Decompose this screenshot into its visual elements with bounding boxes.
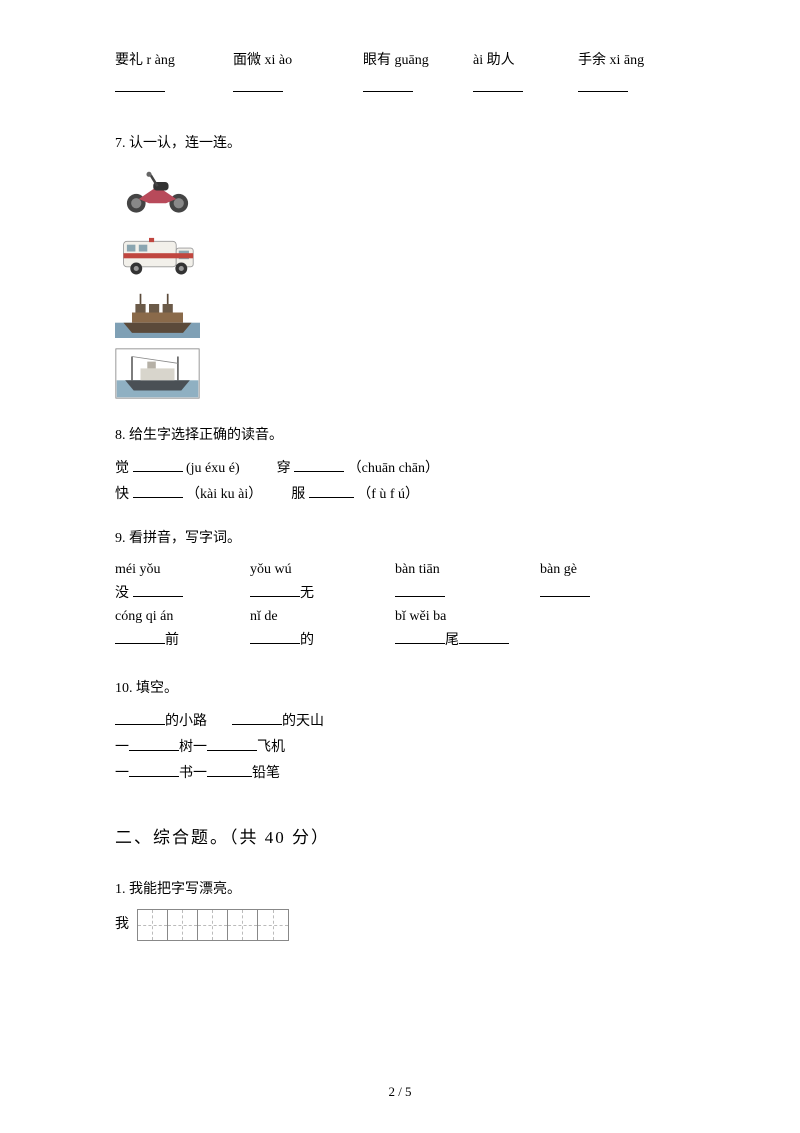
section2-q1: 1. 我能把字写漂亮。 我 [115,879,685,941]
q9-row2: 没 无 [115,581,685,605]
blank-line [133,482,183,498]
blank-line [250,581,300,597]
q10-text: 的小路 [165,714,207,729]
grid-cell [258,910,288,940]
q9-char: 没 [115,586,129,601]
q8-char: 快 [115,487,129,502]
blank-line [473,76,523,92]
section-2-title: 二、综合题。（共 40 分） [115,824,685,851]
blank-line [309,482,354,498]
q10-text: 书一 [179,766,207,781]
blank-line [233,76,283,92]
blank-line [395,581,445,597]
q9-char: 无 [300,586,314,601]
question-8: 8. 给生字选择正确的读音。 觉 (ju éxu é) 穿 （chuān chā… [115,425,685,506]
top-item-3: 眼有 guāng [363,50,473,72]
q10-text: 铅笔 [252,766,280,781]
top-item-1: 要礼 r àng [115,50,233,72]
q10-text: 一 [115,740,129,755]
s2-q1-prefix: 我 [115,918,129,933]
blank-line [294,456,344,472]
top-item-2: 面微 xi ào [233,50,363,72]
blank-line [129,735,179,751]
blank-line [133,456,183,472]
grid-cell [138,910,168,940]
q7-title: 7. 认一认，连一连。 [115,133,685,155]
grid-cell [228,910,258,940]
q10-line1: 的小路 的天山 [115,709,685,733]
blank-line [133,581,183,597]
motorcycle-icon [115,163,200,218]
question-10: 10. 填空。 的小路 的天山 一树一飞机 一书一铅笔 [115,678,685,786]
q9-char: 尾 [445,633,459,648]
q8-title: 8. 给生字选择正确的读音。 [115,425,685,447]
q9-pinyin: bàn gè [540,559,640,581]
q9-pinyin: yǒu wú [250,559,395,581]
q8-opts: （kài ku ài） [186,487,262,502]
q8-char: 穿 [277,461,291,476]
blank-line [459,628,509,644]
top-pinyin-row: 要礼 r àng 面微 xi ào 眼有 guāng ài 助人 手余 xi ā… [115,50,685,101]
q9-pinyin: bàn tiān [395,559,540,581]
q10-text: 的天山 [282,714,324,729]
blank-line [207,735,257,751]
s2-q1-title: 1. 我能把字写漂亮。 [115,879,685,901]
q9-pinyin [540,606,640,628]
grid-cell [168,910,198,940]
blank-line [207,761,252,777]
question-7: 7. 认一认，连一连。 [115,133,685,401]
blank-line [540,581,590,597]
vehicle-images [115,163,685,401]
blank-line [115,709,165,725]
question-9: 9. 看拼音，写字词。 méi yǒu yǒu wú bàn tiān bàn … [115,528,685,652]
q8-opts: （chuān chān） [348,461,439,476]
top-item-4: ài 助人 [473,50,578,72]
q8-char: 觉 [115,461,129,476]
top-item-5: 手余 xi āng [578,50,678,72]
q9-pinyin: bǐ wěi ba [395,606,540,628]
q9-title: 9. 看拼音，写字词。 [115,528,685,550]
q9-row1: méi yǒu yǒu wú bàn tiān bàn gè [115,559,685,581]
q8-opts: （f ù f ú） [357,487,419,502]
q10-text: 树一 [179,740,207,755]
q8-opts: (ju éxu é) [186,461,240,476]
cargo-ship-icon [115,285,200,340]
q9-char: 的 [300,633,314,648]
blank-line [250,628,300,644]
q9-row4: 前 的 尾 [115,628,685,652]
q8-row-1: 觉 (ju éxu é) 穿 （chuān chān） [115,456,685,480]
blank-line [363,76,413,92]
q9-pinyin: méi yǒu [115,559,250,581]
q9-char: 前 [165,633,179,648]
blank-line [129,761,179,777]
ship-icon [115,346,200,401]
writing-grid [137,909,289,941]
q9-pinyin: nǐ de [250,606,395,628]
q10-text: 一 [115,766,129,781]
q8-row-2: 快 （kài ku ài） 服 （f ù f ú） [115,482,685,506]
blank-line [115,76,165,92]
q8-char: 服 [291,487,305,502]
q10-line2: 一 树一 飞机 [115,735,685,759]
blank-line [395,628,445,644]
q9-pinyin: cóng qi án [115,606,250,628]
page-number: 2 / 5 [0,1082,800,1103]
blank-line [232,709,282,725]
q10-title: 10. 填空。 [115,678,685,700]
q9-row3: cóng qi án nǐ de bǐ wěi ba [115,606,685,628]
blank-line [115,628,165,644]
grid-cell [198,910,228,940]
q10-text: 飞机 [257,740,285,755]
ambulance-icon [115,224,200,279]
blank-line [578,76,628,92]
q10-line3: 一 书一 铅笔 [115,761,685,785]
